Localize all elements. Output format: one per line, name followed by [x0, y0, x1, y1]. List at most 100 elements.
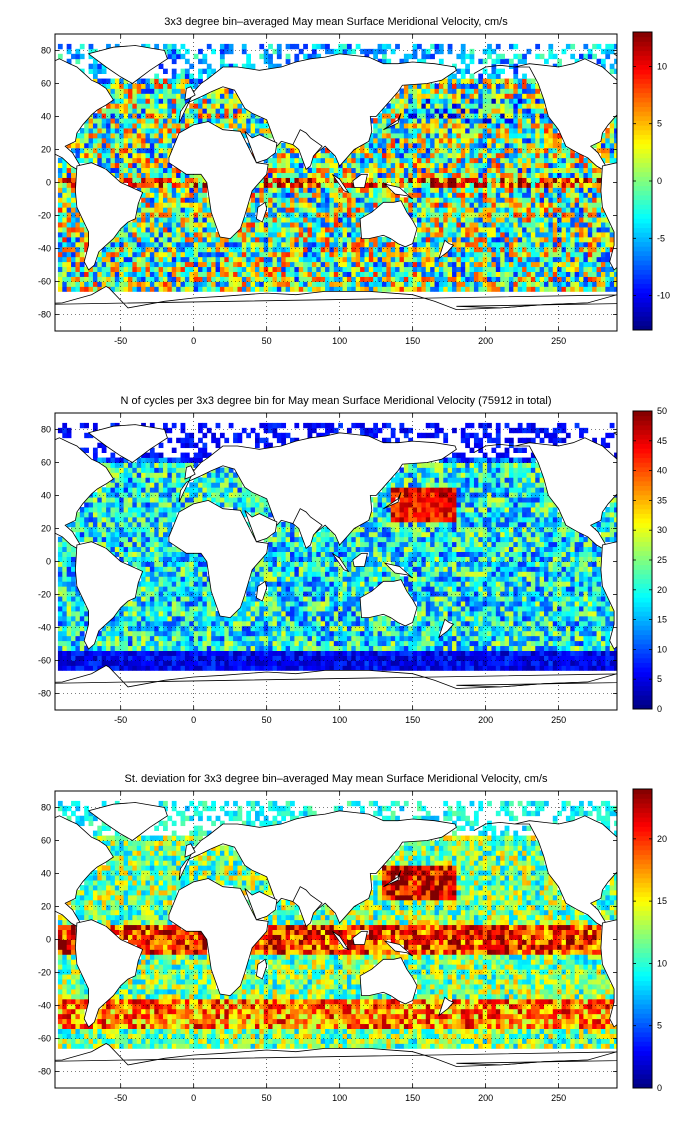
heatmap-cell: [614, 133, 617, 139]
heatmap-cell: [145, 202, 151, 208]
heatmap-cell: [522, 152, 527, 159]
heatmap-cell: [465, 256, 470, 263]
heatmap-cell: [412, 177, 418, 183]
heatmap-cell: [276, 251, 282, 258]
heatmap-cell: [241, 281, 247, 287]
heatmap-cell: [298, 162, 304, 169]
heatmap-cell: [294, 271, 300, 277]
heatmap-cell: [587, 227, 593, 233]
heatmap-cell: [75, 217, 81, 223]
heatmap-cell: [530, 187, 536, 193]
heatmap-cell: [180, 261, 186, 268]
heatmap-cell: [259, 182, 265, 188]
heatmap-cell: [119, 162, 125, 169]
heatmap-cell: [193, 660, 199, 666]
heatmap-cell: [460, 128, 466, 134]
heatmap-cell: [508, 187, 514, 193]
heatmap-cell: [570, 236, 576, 243]
heatmap-cell: [62, 251, 68, 258]
heatmap-cell: [368, 162, 374, 169]
heatmap-cell: [434, 212, 440, 218]
heatmap-cell: [198, 650, 203, 656]
heatmap-cell: [456, 212, 462, 218]
heatmap-cell: [307, 276, 313, 282]
heatmap-cell: [171, 113, 177, 119]
heatmap-cell: [346, 43, 352, 50]
heatmap-cell: [268, 256, 273, 263]
heatmap-cell: [189, 212, 195, 218]
heatmap-cell: [241, 108, 247, 114]
heatmap-cell: [290, 251, 295, 258]
heatmap-cell: [386, 58, 392, 65]
heatmap-cell: [154, 197, 160, 203]
heatmap-cell: [522, 241, 527, 248]
heatmap-cell: [430, 118, 435, 124]
heatmap-cell: [202, 212, 208, 218]
heatmap-cell: [311, 286, 317, 292]
heatmap-cell: [430, 123, 435, 129]
heatmap-cell: [307, 266, 313, 272]
heatmap-cell: [325, 227, 330, 233]
coastline-antarctica: [456, 294, 617, 309]
heatmap-cell: [469, 207, 475, 213]
heatmap-cell: [614, 660, 617, 666]
heatmap-cell: [75, 256, 81, 263]
heatmap-cell: [491, 251, 497, 258]
heatmap-cell: [570, 266, 576, 272]
heatmap-cell: [587, 207, 593, 213]
heatmap-cell: [579, 167, 584, 173]
heatmap-cell: [614, 137, 617, 144]
heatmap-cell: [430, 53, 435, 60]
heatmap-cell: [390, 241, 396, 248]
heatmap-cell: [325, 43, 330, 50]
heatmap-cell: [614, 118, 617, 124]
heatmap-cell: [565, 241, 571, 248]
heatmap-cell: [171, 83, 177, 89]
heatmap-cell: [526, 98, 532, 104]
heatmap-cell: [596, 236, 602, 243]
heatmap-cell: [592, 172, 597, 178]
heatmap-cell: [136, 98, 142, 104]
heatmap-cell: [417, 655, 422, 661]
heatmap-cell: [438, 103, 444, 109]
heatmap-cell: [355, 172, 361, 178]
heatmap-cell: [189, 217, 195, 223]
heatmap-cell: [224, 281, 230, 287]
heatmap-cell: [561, 222, 567, 228]
heatmap-cell: [294, 152, 300, 159]
heatmap-cell: [342, 660, 348, 666]
heatmap-cell: [198, 660, 203, 666]
heatmap-cell: [281, 157, 287, 164]
heatmap-cell: [167, 53, 173, 60]
heatmap-cell: [171, 133, 177, 139]
heatmap-cell: [399, 98, 405, 104]
heatmap-cell: [263, 286, 269, 292]
heatmap-cell: [276, 212, 282, 218]
heatmap-cell: [149, 261, 155, 268]
heatmap-cell: [495, 227, 501, 233]
heatmap-cell: [263, 256, 269, 263]
heatmap-cell: [316, 246, 322, 253]
heatmap-cell: [447, 88, 453, 94]
heatmap-cell: [364, 650, 370, 656]
heatmap-cell: [417, 152, 422, 159]
heatmap-cell: [294, 281, 300, 287]
heatmap-cell: [557, 276, 562, 282]
heatmap-cell: [395, 123, 400, 129]
heatmap-cell: [268, 655, 273, 661]
heatmap-cell: [430, 187, 435, 193]
heatmap-cell: [176, 182, 181, 188]
heatmap-cell: [364, 665, 370, 671]
heatmap-cell: [412, 187, 418, 193]
heatmap-cell: [355, 271, 361, 277]
heatmap-cell: [110, 167, 116, 173]
heatmap-cell: [583, 187, 589, 193]
heatmap-cell: [482, 68, 488, 74]
heatmap-cell: [421, 53, 427, 60]
heatmap-cell: [276, 286, 282, 292]
heatmap-cell: [285, 266, 291, 272]
heatmap-cell: [438, 142, 444, 149]
heatmap-cell: [465, 78, 470, 84]
heatmap-cell: [171, 128, 177, 134]
heatmap-cell: [294, 197, 300, 203]
